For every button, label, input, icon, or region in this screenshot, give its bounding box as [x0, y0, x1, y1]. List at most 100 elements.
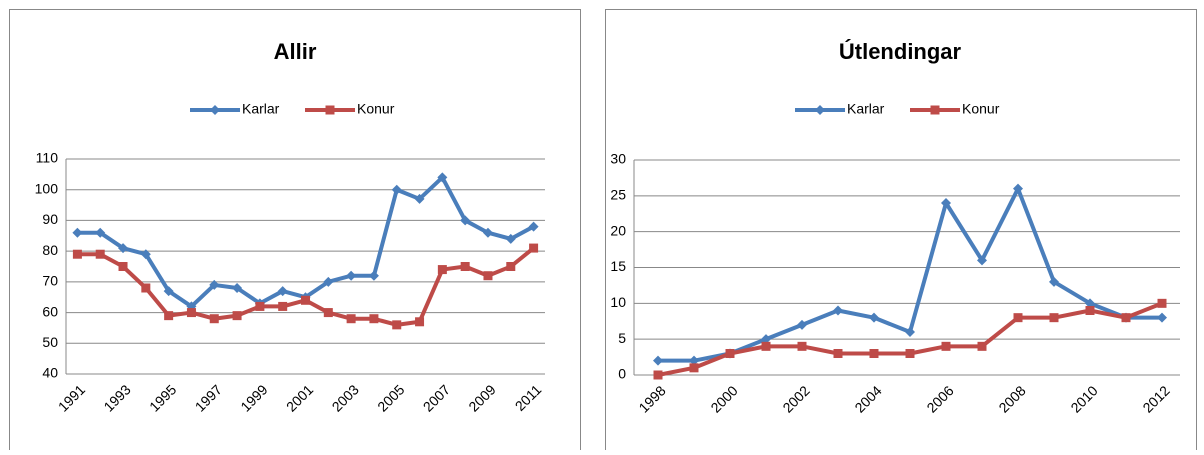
point	[323, 308, 333, 318]
point	[323, 276, 334, 287]
point	[140, 249, 151, 260]
point	[1013, 313, 1023, 323]
point	[869, 312, 879, 323]
point	[232, 311, 242, 321]
y-tick-label: 100	[35, 180, 59, 196]
x-tick-label: 2003	[329, 381, 362, 414]
point	[977, 255, 987, 266]
point	[528, 221, 539, 232]
y-tick-label: 5	[618, 330, 626, 346]
x-tick-label: 2006	[923, 382, 956, 415]
x-tick-label: 2007	[420, 381, 453, 414]
x-tick-label: 2008	[995, 382, 1028, 415]
point	[210, 105, 220, 115]
chart-frame	[9, 9, 581, 455]
point	[209, 314, 219, 324]
y-tick-label: 90	[42, 211, 58, 227]
point	[301, 295, 310, 305]
point	[369, 314, 379, 324]
point	[209, 279, 220, 290]
point	[346, 314, 356, 324]
point	[1157, 312, 1167, 323]
x-tick-label: 2010	[1067, 382, 1100, 415]
y-tick-label: 50	[42, 334, 58, 350]
y-tick-label: 40	[42, 365, 58, 381]
point	[415, 317, 425, 327]
point	[1121, 313, 1131, 323]
point	[391, 184, 402, 195]
point	[761, 341, 771, 351]
point	[905, 327, 915, 337]
point	[725, 349, 735, 358]
point	[482, 227, 493, 238]
point	[437, 265, 447, 275]
point	[815, 105, 825, 115]
point	[392, 320, 402, 330]
point	[761, 334, 771, 345]
point	[1049, 276, 1059, 287]
point	[368, 270, 379, 281]
point	[95, 249, 105, 259]
point	[118, 262, 128, 271]
y-tick-label: 30	[610, 151, 626, 167]
point	[95, 227, 106, 238]
x-tick-label: 1993	[100, 381, 133, 414]
point	[529, 243, 539, 253]
legend-label: Konur	[357, 101, 395, 117]
point	[941, 341, 951, 351]
point	[72, 249, 82, 259]
point	[414, 193, 425, 204]
point	[833, 305, 843, 316]
y-tick-label: 80	[42, 242, 58, 258]
point	[869, 349, 879, 358]
y-tick-label: 110	[36, 150, 59, 166]
point	[797, 341, 807, 351]
point	[141, 283, 151, 293]
point	[118, 243, 129, 254]
legend-label: Karlar	[242, 101, 280, 117]
point	[506, 262, 516, 271]
y-tick-label: 25	[610, 187, 626, 203]
legend-label: Konur	[962, 101, 1000, 117]
point	[1085, 298, 1095, 309]
y-tick-label: 15	[610, 258, 626, 274]
point	[164, 311, 174, 321]
point	[653, 355, 663, 366]
point	[905, 349, 915, 358]
point	[930, 105, 940, 115]
x-tick-label: 2011	[512, 381, 545, 414]
point	[689, 363, 699, 373]
point	[1085, 306, 1095, 315]
x-tick-label: 1991	[55, 381, 88, 414]
point	[833, 349, 843, 358]
x-tick-label: 2000	[707, 382, 740, 415]
y-tick-label: 10	[610, 294, 626, 310]
point	[977, 341, 987, 351]
x-tick-label: 2004	[851, 382, 884, 415]
point	[163, 286, 174, 297]
point	[346, 270, 357, 281]
point	[278, 301, 288, 311]
point	[797, 319, 807, 330]
chart-title: Allir	[274, 39, 317, 64]
point	[325, 105, 335, 115]
x-tick-label: 1995	[146, 381, 179, 414]
point	[460, 215, 471, 226]
x-tick-label: 2009	[465, 381, 498, 414]
point	[186, 308, 196, 318]
point	[505, 233, 516, 244]
x-tick-label: 1999	[237, 381, 270, 414]
y-tick-label: 60	[42, 303, 58, 319]
x-tick-label: 2002	[779, 382, 812, 415]
point	[1049, 313, 1059, 323]
y-tick-label: 0	[618, 366, 626, 382]
point	[653, 370, 663, 380]
point	[1157, 298, 1167, 308]
y-tick-label: 70	[42, 273, 58, 289]
point	[1013, 183, 1023, 194]
x-tick-label: 1997	[192, 381, 225, 414]
x-tick-label: 1998	[635, 382, 668, 415]
point	[483, 271, 493, 281]
